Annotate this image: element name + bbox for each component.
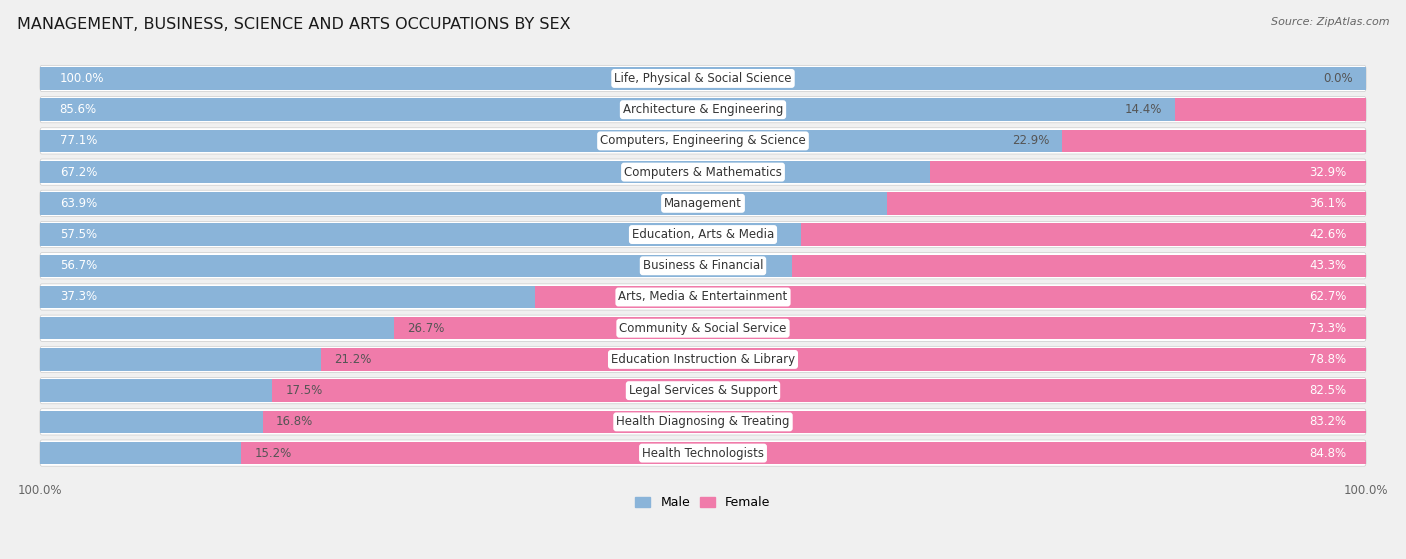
Bar: [271, 380, 1367, 402]
FancyBboxPatch shape: [39, 440, 1367, 466]
Text: Computers, Engineering & Science: Computers, Engineering & Science: [600, 134, 806, 148]
Bar: [1175, 98, 1367, 121]
Text: 77.1%: 77.1%: [59, 134, 97, 148]
Bar: [39, 223, 803, 246]
FancyBboxPatch shape: [39, 128, 1367, 154]
Bar: [39, 442, 242, 465]
FancyBboxPatch shape: [39, 159, 1367, 185]
Bar: [39, 130, 1063, 152]
Text: Life, Physical & Social Science: Life, Physical & Social Science: [614, 72, 792, 85]
Text: 43.3%: 43.3%: [1309, 259, 1347, 272]
Text: Management: Management: [664, 197, 742, 210]
Bar: [534, 286, 1367, 308]
Bar: [887, 192, 1367, 215]
FancyBboxPatch shape: [39, 377, 1367, 404]
Text: 15.2%: 15.2%: [254, 447, 292, 459]
Bar: [394, 317, 1367, 339]
Text: 83.2%: 83.2%: [1309, 415, 1347, 428]
Text: 17.5%: 17.5%: [285, 384, 322, 397]
Text: 63.9%: 63.9%: [59, 197, 97, 210]
Legend: Male, Female: Male, Female: [630, 491, 776, 514]
Bar: [321, 348, 1367, 371]
Bar: [39, 380, 271, 402]
Bar: [39, 192, 887, 215]
Text: Source: ZipAtlas.com: Source: ZipAtlas.com: [1271, 17, 1389, 27]
Text: 26.7%: 26.7%: [408, 322, 444, 335]
Bar: [39, 317, 394, 339]
Text: 14.4%: 14.4%: [1125, 103, 1161, 116]
Text: 42.6%: 42.6%: [1309, 228, 1347, 241]
FancyBboxPatch shape: [39, 221, 1367, 248]
Bar: [242, 442, 1367, 465]
Text: 32.9%: 32.9%: [1309, 165, 1347, 179]
Text: Health Technologists: Health Technologists: [643, 447, 763, 459]
Text: 78.8%: 78.8%: [1309, 353, 1347, 366]
FancyBboxPatch shape: [39, 190, 1367, 216]
Bar: [39, 286, 534, 308]
Bar: [39, 67, 1367, 89]
Text: Health Diagnosing & Treating: Health Diagnosing & Treating: [616, 415, 790, 428]
Bar: [929, 161, 1367, 183]
Text: Education Instruction & Library: Education Instruction & Library: [612, 353, 794, 366]
Text: 84.8%: 84.8%: [1309, 447, 1347, 459]
Text: Business & Financial: Business & Financial: [643, 259, 763, 272]
Text: MANAGEMENT, BUSINESS, SCIENCE AND ARTS OCCUPATIONS BY SEX: MANAGEMENT, BUSINESS, SCIENCE AND ARTS O…: [17, 17, 571, 32]
Text: Community & Social Service: Community & Social Service: [619, 322, 787, 335]
Bar: [39, 98, 1175, 121]
Text: 85.6%: 85.6%: [59, 103, 97, 116]
Bar: [39, 348, 321, 371]
Text: Legal Services & Support: Legal Services & Support: [628, 384, 778, 397]
Bar: [39, 411, 263, 433]
Bar: [263, 411, 1367, 433]
Text: 22.9%: 22.9%: [1012, 134, 1049, 148]
Text: 0.0%: 0.0%: [1323, 72, 1353, 85]
Bar: [1063, 130, 1367, 152]
FancyBboxPatch shape: [39, 315, 1367, 342]
Text: 100.0%: 100.0%: [59, 72, 104, 85]
Text: 57.5%: 57.5%: [59, 228, 97, 241]
Bar: [801, 223, 1367, 246]
Text: 37.3%: 37.3%: [59, 291, 97, 304]
Text: Architecture & Engineering: Architecture & Engineering: [623, 103, 783, 116]
Bar: [39, 254, 792, 277]
Text: 82.5%: 82.5%: [1309, 384, 1347, 397]
FancyBboxPatch shape: [39, 409, 1367, 435]
Text: Arts, Media & Entertainment: Arts, Media & Entertainment: [619, 291, 787, 304]
FancyBboxPatch shape: [39, 65, 1367, 92]
Bar: [39, 161, 931, 183]
FancyBboxPatch shape: [39, 253, 1367, 279]
Text: Education, Arts & Media: Education, Arts & Media: [631, 228, 775, 241]
FancyBboxPatch shape: [39, 97, 1367, 123]
Text: 62.7%: 62.7%: [1309, 291, 1347, 304]
Text: 67.2%: 67.2%: [59, 165, 97, 179]
Text: 36.1%: 36.1%: [1309, 197, 1347, 210]
FancyBboxPatch shape: [39, 284, 1367, 310]
Text: Computers & Mathematics: Computers & Mathematics: [624, 165, 782, 179]
Bar: [792, 254, 1367, 277]
Text: 56.7%: 56.7%: [59, 259, 97, 272]
FancyBboxPatch shape: [39, 347, 1367, 372]
Text: 16.8%: 16.8%: [276, 415, 314, 428]
Text: 73.3%: 73.3%: [1309, 322, 1347, 335]
Text: 21.2%: 21.2%: [335, 353, 371, 366]
